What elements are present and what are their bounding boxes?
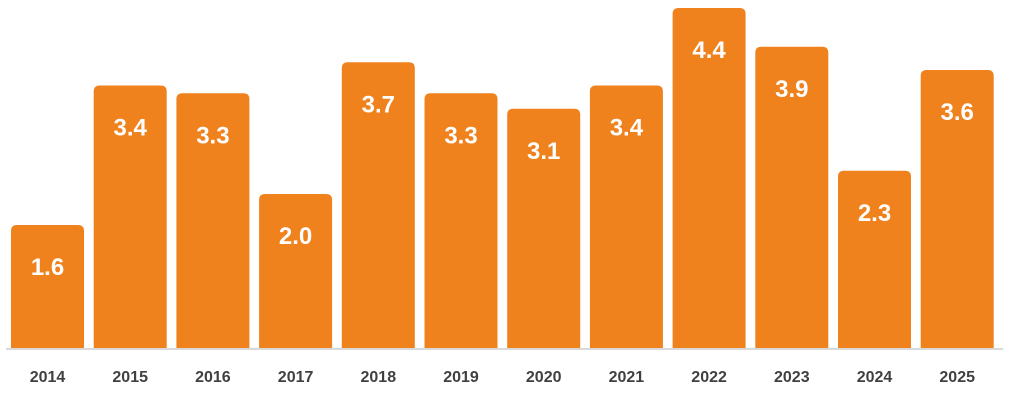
bar-2023 (755, 46, 829, 349)
bar-2022 (672, 8, 746, 349)
bar-2017 (259, 194, 333, 349)
bars-group (11, 8, 994, 349)
x-tick-labels-group: 2014 2015 2016 2017 2018 2019 2020 2021 2022 2023… (30, 369, 975, 386)
value-label-2021: 3.4 (610, 115, 644, 142)
bar-2024 (838, 170, 911, 349)
bar-2020 (507, 108, 581, 349)
x-tick-label-2014: 2014 (30, 369, 66, 386)
value-label-2023: 3.9 (775, 76, 808, 103)
x-tick-label-2017: 2017 (278, 369, 314, 386)
x-tick-label-2024: 2024 (857, 369, 893, 386)
bar-2014 (11, 225, 84, 349)
x-tick-label-2025: 2025 (939, 369, 975, 386)
bar-2015 (93, 85, 167, 349)
x-tick-label-2016: 2016 (195, 369, 231, 386)
bar-2018 (341, 62, 415, 349)
x-tick-label-2018: 2018 (361, 369, 397, 386)
x-tick-label-2022: 2022 (691, 369, 727, 386)
x-tick-label-2021: 2021 (609, 369, 645, 386)
value-label-2016: 3.3 (196, 122, 229, 149)
bar-2021 (589, 85, 663, 349)
value-labels-group: 1.6 3.4 3.3 2.0 3.7 3.3 3.1 3.4 4.4 3.9 2.3 3.6 (31, 37, 974, 281)
bar-2025 (920, 70, 994, 349)
value-label-2020: 3.1 (527, 138, 560, 165)
value-label-2022: 4.4 (692, 37, 726, 64)
value-label-2014: 1.6 (31, 254, 64, 281)
value-label-2019: 3.3 (444, 122, 477, 149)
value-label-2025: 3.6 (941, 99, 974, 126)
x-tick-label-2020: 2020 (526, 369, 562, 386)
value-label-2024: 2.3 (858, 200, 891, 227)
value-label-2017: 2.0 (279, 223, 312, 250)
x-tick-label-2015: 2015 (112, 369, 148, 386)
x-tick-label-2019: 2019 (443, 369, 479, 386)
bar-2019 (424, 93, 498, 349)
value-label-2015: 3.4 (114, 115, 148, 142)
x-tick-label-2023: 2023 (774, 369, 810, 386)
value-label-2018: 3.7 (362, 91, 395, 118)
bar-2016 (176, 93, 250, 349)
